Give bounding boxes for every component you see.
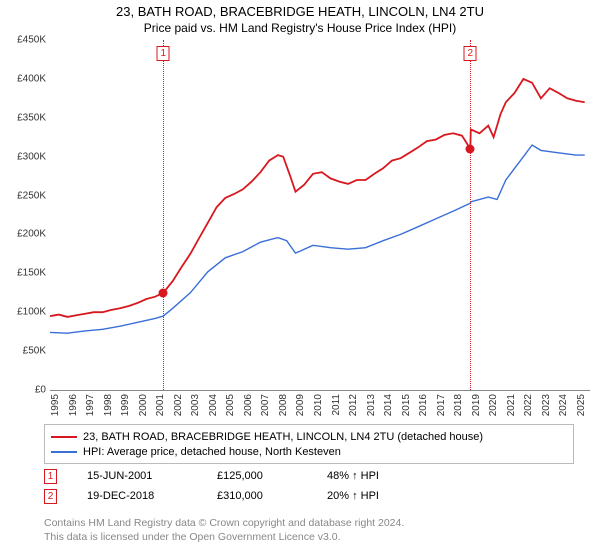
- sale-marker-line: [163, 40, 164, 390]
- sale-marker-dot: [466, 144, 475, 153]
- x-tick-label: 1998: [103, 394, 114, 416]
- x-tick-label: 2011: [331, 394, 342, 416]
- x-tick-label: 2000: [138, 394, 149, 416]
- x-tick-label: 2005: [225, 394, 236, 416]
- x-tick-label: 1999: [120, 394, 131, 416]
- x-tick-label: 2020: [488, 394, 499, 416]
- y-tick-label: £300K: [0, 151, 46, 162]
- y-tick-label: £450K: [0, 35, 46, 46]
- footer-attribution: Contains HM Land Registry data © Crown c…: [44, 516, 404, 544]
- legend-swatch: [51, 451, 77, 453]
- x-tick-label: 2013: [366, 394, 377, 416]
- sale-date: 15-JUN-2001: [87, 470, 217, 482]
- sale-index-box: 2: [44, 489, 57, 504]
- sale-date: 19-DEC-2018: [87, 490, 217, 502]
- legend-swatch: [51, 436, 77, 438]
- sale-vs-hpi: 48% ↑ HPI: [327, 470, 437, 482]
- y-tick-label: £0: [0, 385, 46, 396]
- x-tick-label: 2015: [401, 394, 412, 416]
- x-tick-label: 2007: [260, 394, 271, 416]
- sale-price: £310,000: [217, 490, 327, 502]
- sale-price: £125,000: [217, 470, 327, 482]
- x-tick-label: 2014: [383, 394, 394, 416]
- property-price-line: [50, 79, 585, 317]
- sales-table: 1 15-JUN-2001£125,00048% ↑ HPI 2 19-DEC-201…: [44, 466, 574, 506]
- legend-label: 23, BATH ROAD, BRACEBRIDGE HEATH, LINCOL…: [83, 431, 483, 443]
- price-chart: 12 £0£50K£100K£150K£200K£250K£300K£350K£…: [0, 40, 600, 420]
- x-tick-label: 2017: [436, 394, 447, 416]
- y-tick-label: £50K: [0, 346, 46, 357]
- footer-line-1: Contains HM Land Registry data © Crown c…: [44, 516, 404, 530]
- x-tick-label: 2012: [348, 394, 359, 416]
- sale-vs-hpi: 20% ↑ HPI: [327, 490, 437, 502]
- x-tick-label: 1997: [85, 394, 96, 416]
- sale-marker-dot: [159, 288, 168, 297]
- legend-label: HPI: Average price, detached house, Nort…: [83, 446, 341, 458]
- plot-area: 12: [50, 40, 590, 390]
- y-tick-label: £150K: [0, 268, 46, 279]
- x-tick-label: 1996: [68, 394, 79, 416]
- x-tick-label: 2006: [243, 394, 254, 416]
- x-tick-label: 2003: [190, 394, 201, 416]
- page-title: 23, BATH ROAD, BRACEBRIDGE HEATH, LINCOL…: [0, 0, 600, 19]
- sale-marker-line: [470, 40, 471, 390]
- x-tick-label: 2022: [523, 394, 534, 416]
- y-tick-label: £350K: [0, 112, 46, 123]
- sale-row: 2 19-DEC-2018£310,00020% ↑ HPI: [44, 486, 574, 506]
- sale-index-box: 1: [44, 469, 57, 484]
- page-subtitle: Price paid vs. HM Land Registry's House …: [0, 19, 600, 41]
- y-tick-label: £200K: [0, 229, 46, 240]
- x-tick-label: 2010: [313, 394, 324, 416]
- x-tick-label: 2021: [506, 394, 517, 416]
- legend: 23, BATH ROAD, BRACEBRIDGE HEATH, LINCOL…: [44, 424, 574, 464]
- x-tick-label: 2004: [208, 394, 219, 416]
- legend-item: 23, BATH ROAD, BRACEBRIDGE HEATH, LINCOL…: [51, 429, 567, 444]
- x-axis-line: [50, 390, 590, 391]
- x-tick-label: 2023: [541, 394, 552, 416]
- x-tick-label: 2024: [558, 394, 569, 416]
- legend-item: HPI: Average price, detached house, Nort…: [51, 444, 567, 459]
- x-tick-label: 2002: [173, 394, 184, 416]
- y-tick-label: £250K: [0, 190, 46, 201]
- sale-marker-box: 2: [464, 46, 477, 61]
- x-tick-label: 2016: [418, 394, 429, 416]
- footer-line-2: This data is licensed under the Open Gov…: [44, 530, 404, 544]
- sale-marker-box: 1: [157, 46, 170, 61]
- x-tick-label: 2001: [155, 394, 166, 416]
- y-tick-label: £400K: [0, 73, 46, 84]
- y-tick-label: £100K: [0, 307, 46, 318]
- x-tick-label: 2018: [453, 394, 464, 416]
- x-tick-label: 2019: [471, 394, 482, 416]
- x-tick-label: 1995: [50, 394, 61, 416]
- sale-row: 1 15-JUN-2001£125,00048% ↑ HPI: [44, 466, 574, 486]
- x-tick-label: 2009: [295, 394, 306, 416]
- x-tick-label: 2008: [278, 394, 289, 416]
- x-tick-label: 2025: [576, 394, 587, 416]
